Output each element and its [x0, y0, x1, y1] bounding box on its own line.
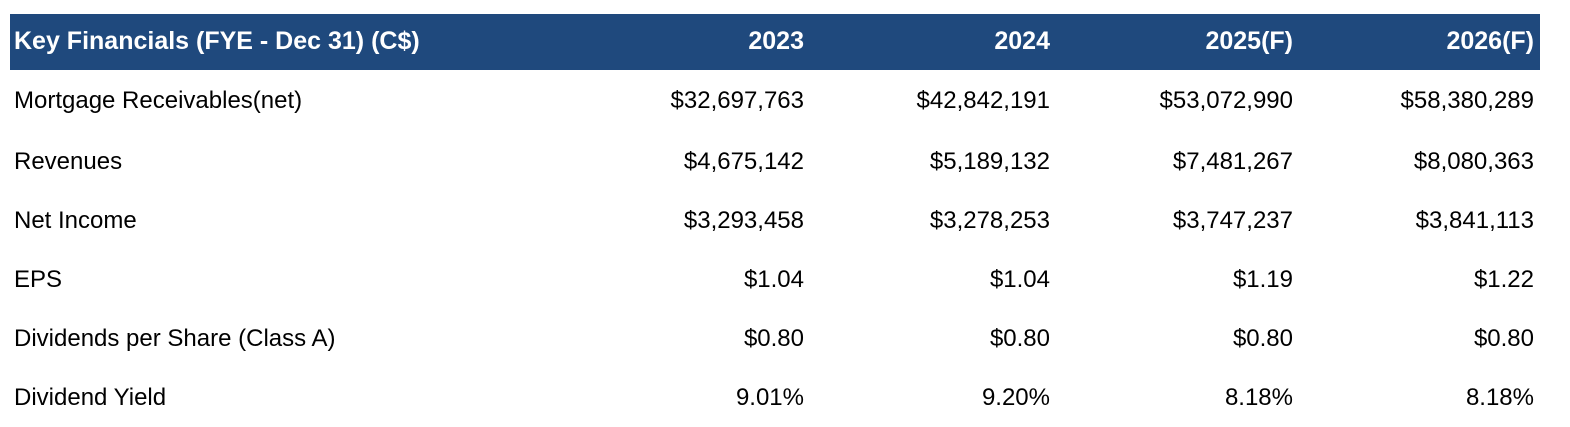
cell-value: $1.04 — [743, 265, 804, 293]
cell-value: 8.18% — [1224, 383, 1293, 411]
row-label: Dividends per Share (Class A) — [14, 324, 336, 352]
cell-value: $1.04 — [989, 265, 1050, 293]
cell-value: $3,841,113 — [1415, 206, 1534, 234]
cell-value: $8,080,363 — [1413, 147, 1534, 175]
cell-value: $3,293,458 — [683, 206, 804, 234]
table-row-dividend-yield: Dividend Yield 9.01% 9.20% 8.18% 8.18% — [10, 368, 1540, 427]
table-row-mortgage-receivables: Mortgage Receivables(net) $32,697,763 $4… — [10, 70, 1540, 132]
row-label: Net Income — [14, 206, 137, 234]
cell-value: 8.18% — [1465, 383, 1534, 411]
cell-value: $1.19 — [1232, 265, 1293, 293]
cell-value: $5,189,132 — [929, 147, 1050, 175]
column-header-2024: 2024 — [810, 14, 1056, 70]
cell-value: 9.20% — [981, 383, 1050, 411]
table-row-dividends-per-share: Dividends per Share (Class A) $0.80 $0.8… — [10, 309, 1540, 368]
cell-value: $0.80 — [989, 324, 1050, 352]
table-title: Key Financials (FYE - Dec 31) (C$) — [10, 14, 570, 70]
row-label: Dividend Yield — [14, 383, 167, 411]
row-label: Mortgage Receivables(net) — [14, 87, 303, 114]
cell-value: $58,380,289 — [1400, 87, 1534, 114]
table-header-row: Key Financials (FYE - Dec 31) (C$) 2023 … — [10, 14, 1540, 70]
cell-value: $3,747,237 — [1172, 206, 1293, 234]
cell-value: $32,697,763 — [670, 87, 804, 114]
table-row-eps: EPS $1.04 $1.04 $1.19 $1.22 — [10, 250, 1540, 309]
row-label: EPS — [14, 265, 63, 293]
column-header-2023: 2023 — [570, 14, 810, 70]
cell-value: $4,675,142 — [683, 147, 804, 175]
key-financials-table: Key Financials (FYE - Dec 31) (C$) 2023 … — [10, 14, 1540, 427]
column-header-2025f: 2025(F) — [1056, 14, 1299, 70]
cell-value: $0.80 — [1232, 324, 1293, 352]
cell-value: $3,278,253 — [929, 206, 1050, 234]
cell-value: $0.80 — [1473, 324, 1534, 352]
cell-value: $42,842,191 — [916, 87, 1050, 114]
row-label: Revenues — [14, 147, 123, 175]
table-row-revenues: Revenues $4,675,142 $5,189,132 $7,481,26… — [10, 132, 1540, 191]
table-row-net-income: Net Income $3,293,458 $3,278,253 $3,747,… — [10, 191, 1540, 250]
cell-value: $0.80 — [743, 324, 804, 352]
cell-value: $53,072,990 — [1159, 87, 1293, 114]
cell-value: $1.22 — [1473, 265, 1534, 293]
cell-value: $7,481,267 — [1172, 147, 1293, 175]
cell-value: 9.01% — [735, 383, 804, 411]
column-header-2026f: 2026(F) — [1299, 14, 1540, 70]
